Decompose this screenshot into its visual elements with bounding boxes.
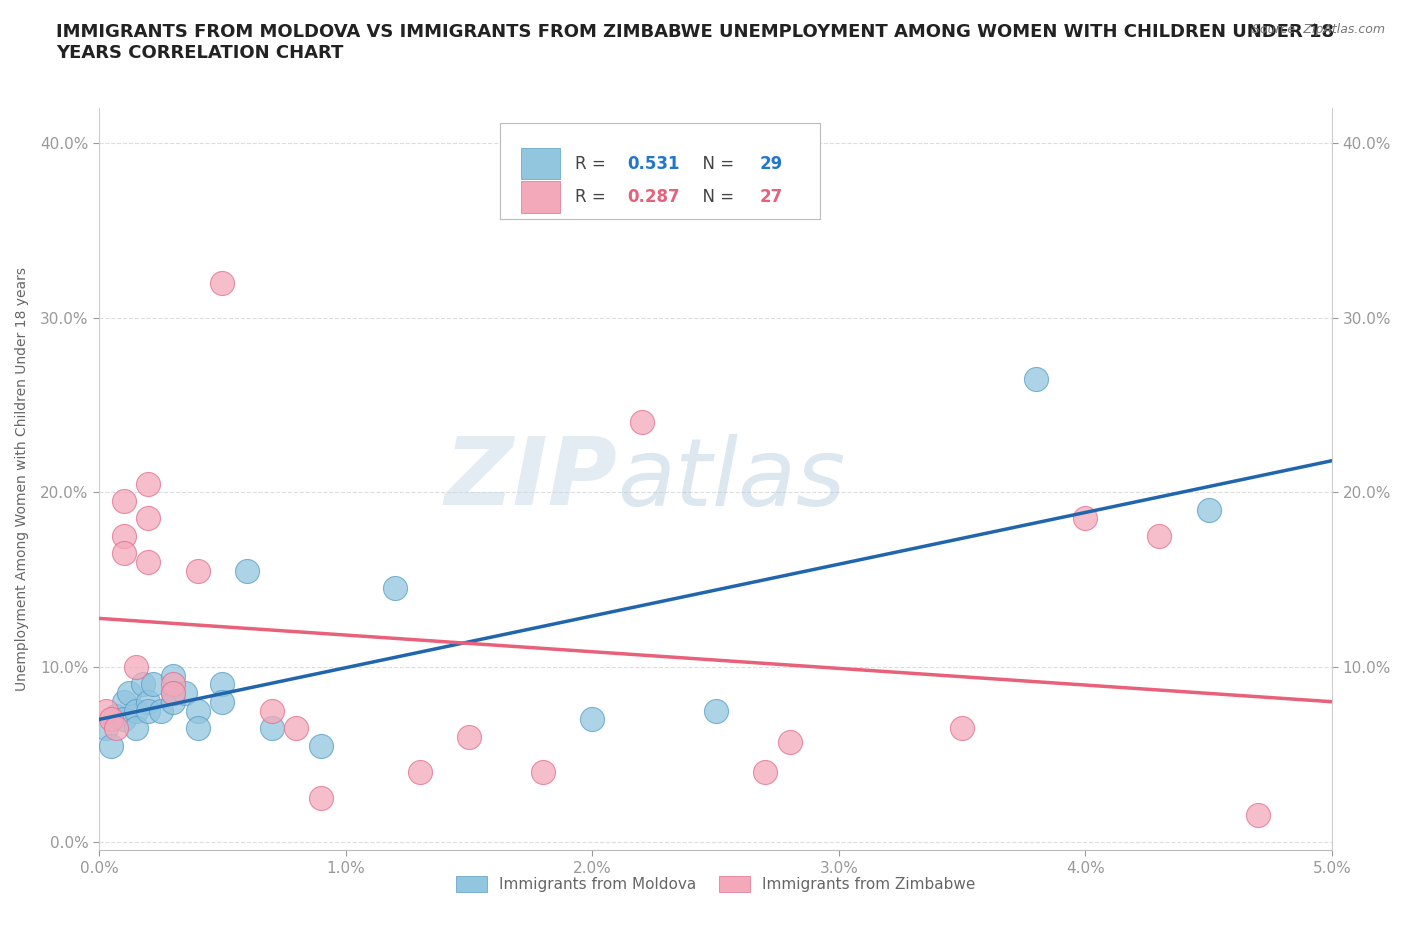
FancyBboxPatch shape [520,181,560,213]
Text: 29: 29 [761,154,783,173]
Point [112,695,135,710]
Point [162,677,184,692]
FancyBboxPatch shape [520,148,560,179]
Point [630,415,652,430]
Text: 0.287: 0.287 [627,188,679,206]
Point [132,677,155,692]
Text: R =: R = [575,154,612,173]
Text: IMMIGRANTS FROM MOLDOVA VS IMMIGRANTS FROM ZIMBABWE UNEMPLOYMENT AMONG WOMEN WIT: IMMIGRANTS FROM MOLDOVA VS IMMIGRANTS FR… [56,23,1334,62]
Text: ZIP: ZIP [444,433,617,525]
Text: Source: ZipAtlas.com: Source: ZipAtlas.com [1251,23,1385,36]
Point [531,764,554,779]
Point [112,494,135,509]
Point [236,564,259,578]
Point [142,677,165,692]
Point [1025,371,1047,386]
Point [105,721,128,736]
Point [754,764,776,779]
Point [1247,808,1270,823]
Text: N =: N = [692,188,740,206]
Point [105,709,128,724]
Point [187,703,209,718]
Point [260,703,283,718]
Point [100,711,122,726]
Point [96,703,118,718]
Point [125,703,148,718]
Point [1198,502,1220,517]
Point [211,275,233,290]
Point [211,677,233,692]
Point [187,721,209,736]
Point [408,764,430,779]
Point [162,669,184,684]
Point [704,703,727,718]
Point [779,735,801,750]
Point [384,581,406,596]
Point [309,738,332,753]
Point [1074,511,1097,525]
Point [138,511,160,525]
Legend: Immigrants from Moldova, Immigrants from Zimbabwe: Immigrants from Moldova, Immigrants from… [450,870,981,898]
Text: 27: 27 [761,188,783,206]
Point [96,721,118,736]
Point [187,564,209,578]
Point [162,685,184,700]
Point [260,721,283,736]
Point [211,695,233,710]
Point [100,738,122,753]
Point [138,554,160,569]
Point [162,695,184,710]
Point [112,528,135,543]
Point [1149,528,1171,543]
Point [138,476,160,491]
Point [125,721,148,736]
Y-axis label: Unemployment Among Women with Children Under 18 years: Unemployment Among Women with Children U… [15,267,30,691]
Point [581,711,603,726]
Point [285,721,308,736]
Point [458,729,481,744]
Point [112,711,135,726]
Point [112,546,135,561]
Point [138,695,160,710]
Point [174,685,197,700]
Text: R =: R = [575,188,612,206]
Point [162,685,184,700]
FancyBboxPatch shape [499,123,820,219]
Text: N =: N = [692,154,740,173]
Point [125,659,148,674]
Point [138,703,160,718]
Point [950,721,973,736]
Text: atlas: atlas [617,433,845,525]
Text: 0.531: 0.531 [627,154,679,173]
Point [117,685,139,700]
Point [309,790,332,805]
Point [149,703,172,718]
